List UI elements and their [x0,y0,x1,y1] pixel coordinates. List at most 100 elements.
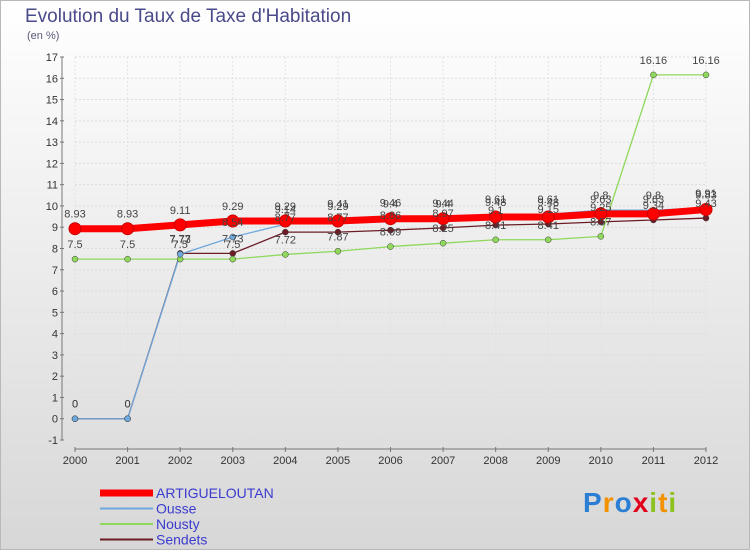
y-tick-label: 6 [52,286,58,298]
data-label-ousse: 0 [125,399,131,411]
x-tick-label: 2010 [589,455,613,467]
data-label-nousty: 16.16 [640,55,668,67]
data-label-sendets: 0 [125,399,131,411]
data-label-artigueloutan: 9.29 [222,201,243,213]
data-label-sendets: 8.77 [327,212,348,224]
data-label-ousse: 9.44 [432,198,453,210]
y-tick-label: 1 [52,392,58,404]
x-tick-label: 2009 [536,455,560,467]
data-point-artigueloutan [489,210,503,224]
chart-title: Evolution du Taux de Taxe d'Habitation [25,6,352,27]
x-tick-label: 2004 [273,455,297,467]
data-point-nousty [439,239,447,247]
data-label-artigueloutan: 9.29 [327,201,348,213]
data-label-artigueloutan: 8.93 [117,209,138,221]
y-tick-label: 9 [52,222,58,234]
data-label-sendets: 8.86 [380,210,401,222]
legend-label-ousse: Ousse [156,501,197,517]
legend-label-artigueloutan: ARTIGUELOUTAN [156,485,274,501]
data-label-ousse: 0 [72,399,78,411]
data-label-ousse: 9.91 [695,188,716,200]
data-point-ousse [176,250,184,258]
x-tick-label: 2012 [694,455,718,467]
data-point-nousty [387,243,394,250]
y-tick-label: 14 [46,116,58,128]
data-point-artigueloutan [226,214,240,228]
data-point-nousty [702,71,710,79]
data-label-artigueloutan: 9.83 [695,190,716,202]
y-tick-label: 7 [52,265,58,277]
data-label-sendets: 9.43 [695,198,716,210]
y-tick-label: 0 [52,414,58,426]
data-point-nousty [597,233,605,240]
data-label-nousty: 8.57 [590,216,611,228]
data-label-artigueloutan: 9.4 [383,199,398,211]
data-label-sendets: 0 [72,399,78,411]
data-label-sendets: 8.77 [275,212,296,224]
grid-lines [74,56,707,441]
data-point-nousty [71,255,79,263]
data-point-artigueloutan [278,214,292,228]
y-tick-label: 17 [46,52,58,64]
y-tick-label: 11 [47,180,58,192]
data-label-nousty: 7.5 [67,239,82,251]
x-tick-label: 2008 [483,455,507,467]
data-point-ousse [71,415,79,422]
logo-letter: i [668,487,678,518]
data-label-artigueloutan: 9.48 [485,197,506,209]
y-tick-label: 4 [52,329,58,341]
data-point-nousty [492,236,499,244]
data-label-artigueloutan: 8.93 [64,209,85,221]
data-point-nousty [282,251,289,258]
data-label-nousty: 7.5 [120,239,135,251]
data-label-artigueloutan: 9.11 [170,205,191,217]
data-point-ousse [124,415,131,422]
y-tick-label: 16 [46,73,58,85]
data-point-sendets [282,228,289,236]
data-label-sendets: 9.1 [488,205,503,217]
data-label-ousse: 9.8 [593,190,608,202]
data-point-artigueloutan [331,214,345,228]
data-point-sendets [229,250,236,257]
data-label-nousty: 16.16 [692,55,720,67]
data-point-ousse [229,233,236,241]
y-tick-label: 10 [46,201,58,213]
y-tick-label: 15 [46,95,58,107]
data-label-nousty: 7.72 [275,234,296,246]
data-label-ousse: 9.61 [538,194,559,206]
data-label-sendets: 9.25 [590,202,611,214]
data-point-artigueloutan [541,210,555,224]
chart-unit-label: (en %) [27,30,60,42]
data-point-sendets [387,226,394,234]
legend-label-sendets: Sendets [156,532,207,548]
x-tick-label: 2001 [115,455,139,467]
x-tick-label: 2007 [431,455,455,467]
data-label-ousse: 9.8 [646,190,661,202]
data-point-sendets [334,228,342,236]
data-point-nousty [229,255,236,263]
data-label-ousse: 9.41 [327,198,348,210]
data-labels: 8.93 8.93 9.11 9.29 9.29 9.29 9.4 9.4 9.48 9.48 9.… [64,55,719,411]
x-tick-label: 2005 [326,455,350,467]
data-point-nousty [650,71,657,79]
data-label-ousse: 9.46 [380,197,401,209]
data-label-sendets: 9.34 [643,200,664,212]
logo-letter: x [632,487,650,518]
data-point-artigueloutan [699,203,713,217]
y-tick-label: 13 [46,137,58,149]
x-tick-label: 2003 [221,455,245,467]
data-label-nousty: 7.5 [225,239,240,251]
data-point-nousty [334,248,342,255]
data-label-sendets: 9.15 [538,204,559,216]
data-point-nousty [545,236,552,244]
logo-letter: r [602,487,615,518]
data-label-nousty: 7.87 [327,231,348,243]
data-label-artigueloutan: 9.63 [643,194,664,206]
data-point-artigueloutan [121,222,135,236]
data-label-artigueloutan: 9.63 [590,194,611,206]
data-label-sendets: 7.73 [222,233,243,245]
